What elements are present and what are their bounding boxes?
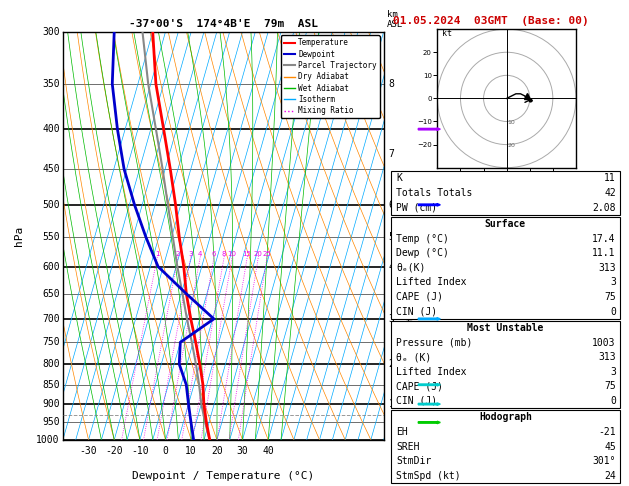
Text: 6: 6 [211, 251, 216, 257]
Text: 900: 900 [42, 399, 60, 409]
Text: 450: 450 [42, 164, 60, 174]
Text: 800: 800 [42, 359, 60, 369]
Text: SREH: SREH [396, 442, 420, 451]
Text: 3: 3 [610, 278, 616, 287]
Text: 25: 25 [262, 251, 271, 257]
Text: 700: 700 [42, 314, 60, 324]
Text: 950: 950 [42, 417, 60, 428]
Text: 850: 850 [42, 380, 60, 390]
Text: 0: 0 [610, 307, 616, 316]
Text: CIN (J): CIN (J) [396, 307, 437, 316]
Text: PW (cm): PW (cm) [396, 203, 437, 212]
Text: 15: 15 [243, 251, 252, 257]
Text: CIN (J): CIN (J) [396, 396, 437, 406]
Text: 313: 313 [598, 352, 616, 362]
Text: Dewp (°C): Dewp (°C) [396, 248, 449, 258]
Text: 600: 600 [42, 261, 60, 272]
Text: 301°: 301° [593, 456, 616, 466]
Legend: Temperature, Dewpoint, Parcel Trajectory, Dry Adiabat, Wet Adiabat, Isotherm, Mi: Temperature, Dewpoint, Parcel Trajectory… [281, 35, 380, 118]
Text: 500: 500 [42, 200, 60, 210]
Text: -20: -20 [106, 446, 123, 456]
Text: 20: 20 [508, 143, 516, 148]
Text: 2: 2 [389, 359, 394, 369]
Text: -30: -30 [80, 446, 97, 456]
Text: 30: 30 [237, 446, 248, 456]
Text: StmSpd (kt): StmSpd (kt) [396, 471, 461, 481]
Text: 24: 24 [604, 471, 616, 481]
Text: -21: -21 [598, 427, 616, 437]
Text: 20: 20 [211, 446, 223, 456]
Text: 17.4: 17.4 [593, 234, 616, 243]
Text: CAPE (J): CAPE (J) [396, 292, 443, 302]
Text: 1003: 1003 [593, 338, 616, 347]
Text: 45: 45 [604, 442, 616, 451]
Text: 40: 40 [262, 446, 274, 456]
Text: 01.05.2024  03GMT  (Base: 00): 01.05.2024 03GMT (Base: 00) [393, 16, 589, 26]
Text: 400: 400 [42, 124, 60, 134]
Text: km
ASL: km ASL [387, 10, 403, 29]
Text: 42: 42 [604, 188, 616, 198]
Text: 1: 1 [389, 399, 394, 409]
Text: 4: 4 [389, 261, 394, 272]
Text: 2.08: 2.08 [593, 203, 616, 212]
Text: θₑ (K): θₑ (K) [396, 352, 431, 362]
Text: 300: 300 [42, 27, 60, 36]
Text: 313: 313 [598, 263, 616, 273]
Text: © weatheronline.co.uk: © weatheronline.co.uk [391, 468, 504, 477]
Text: 10: 10 [228, 251, 237, 257]
Text: 75: 75 [604, 292, 616, 302]
Text: 75: 75 [604, 382, 616, 391]
Text: 2: 2 [175, 251, 180, 257]
Text: hPa: hPa [14, 226, 24, 246]
Text: 3: 3 [389, 314, 394, 324]
Text: K: K [396, 174, 402, 183]
Text: kt: kt [442, 29, 452, 38]
Text: StmDir: StmDir [396, 456, 431, 466]
Text: Totals Totals: Totals Totals [396, 188, 472, 198]
Text: Most Unstable: Most Unstable [467, 323, 543, 333]
Text: 10: 10 [186, 446, 197, 456]
Text: EH: EH [396, 427, 408, 437]
Text: 8: 8 [389, 79, 394, 89]
Text: CAPE (J): CAPE (J) [396, 382, 443, 391]
Text: 1: 1 [155, 251, 159, 257]
Text: 0: 0 [610, 396, 616, 406]
Text: -37°00'S  174°4B'E  79m  ASL: -37°00'S 174°4B'E 79m ASL [129, 19, 318, 29]
Text: 3: 3 [188, 251, 193, 257]
Text: 3: 3 [610, 367, 616, 377]
Text: Lifted Index: Lifted Index [396, 278, 467, 287]
Text: Lifted Index: Lifted Index [396, 367, 467, 377]
Text: 650: 650 [42, 289, 60, 299]
Text: 6: 6 [389, 200, 394, 210]
Text: 11.1: 11.1 [593, 248, 616, 258]
Text: 20: 20 [253, 251, 262, 257]
Text: 5: 5 [389, 232, 394, 242]
Text: Dewpoint / Temperature (°C): Dewpoint / Temperature (°C) [132, 471, 314, 482]
Text: 550: 550 [42, 232, 60, 242]
Text: 1000: 1000 [36, 435, 60, 445]
Text: 10: 10 [508, 121, 516, 125]
Text: 7: 7 [389, 149, 394, 158]
Text: 350: 350 [42, 79, 60, 89]
Text: 0: 0 [163, 446, 169, 456]
Text: 4: 4 [198, 251, 203, 257]
Text: -10: -10 [131, 446, 148, 456]
Text: Temp (°C): Temp (°C) [396, 234, 449, 243]
Text: Hodograph: Hodograph [479, 413, 532, 422]
Text: Pressure (mb): Pressure (mb) [396, 338, 472, 347]
Text: 11: 11 [604, 174, 616, 183]
Text: Surface: Surface [485, 219, 526, 229]
Text: 750: 750 [42, 337, 60, 347]
Text: θₑ(K): θₑ(K) [396, 263, 426, 273]
Text: 8: 8 [221, 251, 226, 257]
Text: Mixing Ratio (g/kg): Mixing Ratio (g/kg) [408, 271, 416, 366]
